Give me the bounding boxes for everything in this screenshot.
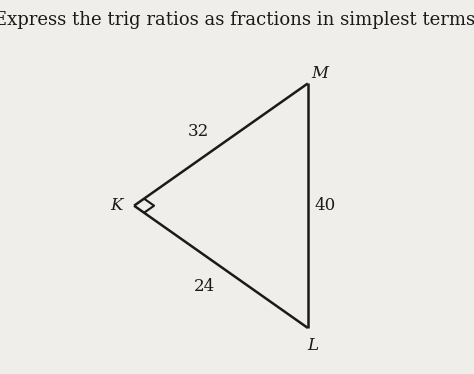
Text: Express the trig ratios as fractions in simplest terms.: Express the trig ratios as fractions in … xyxy=(0,11,474,29)
Text: 24: 24 xyxy=(194,278,216,295)
Text: L: L xyxy=(307,337,318,354)
Text: M: M xyxy=(311,65,328,82)
Text: 32: 32 xyxy=(188,123,209,140)
Text: K: K xyxy=(110,197,123,214)
Text: 40: 40 xyxy=(315,197,336,214)
